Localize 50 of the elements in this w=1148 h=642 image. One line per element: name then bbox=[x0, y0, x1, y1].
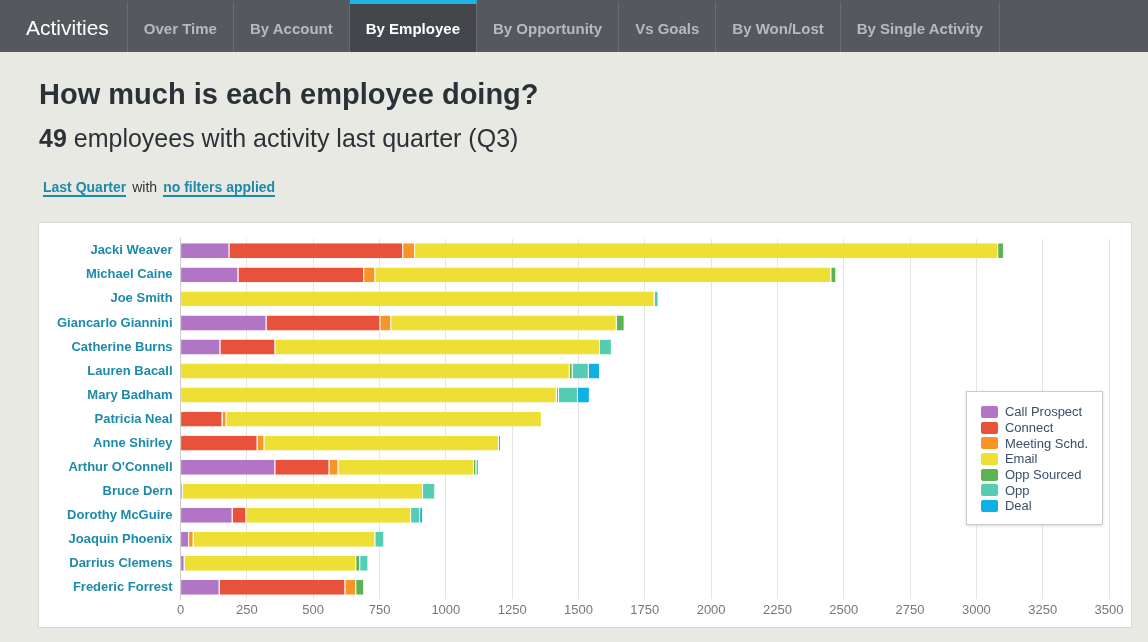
text: Vs Goals bbox=[619, 0, 717, 52]
text: Last Quarter bbox=[43, 179, 127, 197]
x-tick-label: 1000 bbox=[431, 601, 461, 617]
y-tick-label: Catherine Burns bbox=[71, 338, 173, 354]
legend-label: Email bbox=[1004, 451, 1038, 467]
text: with bbox=[132, 179, 158, 195]
legend-label: Opp Sourced bbox=[1004, 467, 1082, 483]
x-tick-label: 2750 bbox=[895, 601, 925, 617]
y-tick-label: Darrius Clemens bbox=[69, 554, 173, 570]
y-tick-label: Joaquin Phoenix bbox=[68, 530, 174, 546]
x-tick-label: 1250 bbox=[497, 601, 527, 617]
chart-subtitle: 49 employees with activity last quarter (Q3) bbox=[39, 124, 519, 153]
y-tick-label: Anne Shirley bbox=[93, 434, 174, 450]
y-tick-label: Frederic Forrest bbox=[72, 578, 174, 594]
text: By Won/Lost bbox=[716, 0, 841, 52]
x-tick-label: 2250 bbox=[762, 601, 792, 617]
text: Over Time bbox=[127, 0, 234, 52]
x-tick-label: 250 bbox=[236, 601, 258, 617]
y-tick-label: Mary Badham bbox=[87, 386, 173, 402]
x-tick-label: 1500 bbox=[564, 601, 593, 617]
text: no filters applied bbox=[163, 179, 276, 197]
text: By Single Activity bbox=[840, 0, 1000, 52]
legend-label: Opp bbox=[1004, 482, 1030, 498]
x-tick-label: 500 bbox=[302, 601, 325, 617]
y-tick-label: Michael Caine bbox=[85, 266, 173, 282]
x-tick-label: 3000 bbox=[961, 601, 991, 617]
legend-label: Meeting Schd. bbox=[1004, 435, 1088, 451]
x-tick-label: 0 bbox=[176, 601, 185, 617]
legend-label: Call Prospect bbox=[1004, 404, 1083, 420]
x-tick-label: 2000 bbox=[696, 601, 726, 617]
y-tick-label: Bruce Dern bbox=[102, 482, 173, 498]
x-tick-label: 1750 bbox=[630, 601, 660, 617]
text: By Employee bbox=[349, 0, 477, 52]
x-tick-label: 2500 bbox=[829, 601, 859, 617]
text: By Opportunity bbox=[476, 0, 620, 52]
y-tick-label: Joe Smith bbox=[110, 290, 173, 306]
y-tick-label: Patricia Neal bbox=[94, 410, 173, 426]
x-tick-label: 3250 bbox=[1028, 601, 1058, 617]
legend-label: Connect bbox=[1004, 420, 1054, 436]
y-tick-label: Jacki Weaver bbox=[90, 242, 173, 258]
x-tick-label: 750 bbox=[368, 601, 391, 617]
legend-label: Deal bbox=[1004, 498, 1032, 514]
text: By Account bbox=[233, 0, 350, 52]
x-tick-label: 3500 bbox=[1094, 601, 1124, 617]
y-tick-label: Dorothy McGuire bbox=[67, 506, 173, 522]
chart-title: How much is each employee doing? bbox=[39, 78, 539, 111]
y-tick-label: Giancarlo Giannini bbox=[57, 314, 173, 330]
y-tick-label: Arthur O'Connell bbox=[68, 458, 173, 474]
y-tick-label: Lauren Bacall bbox=[87, 362, 173, 378]
text: Activities bbox=[0, 0, 128, 52]
